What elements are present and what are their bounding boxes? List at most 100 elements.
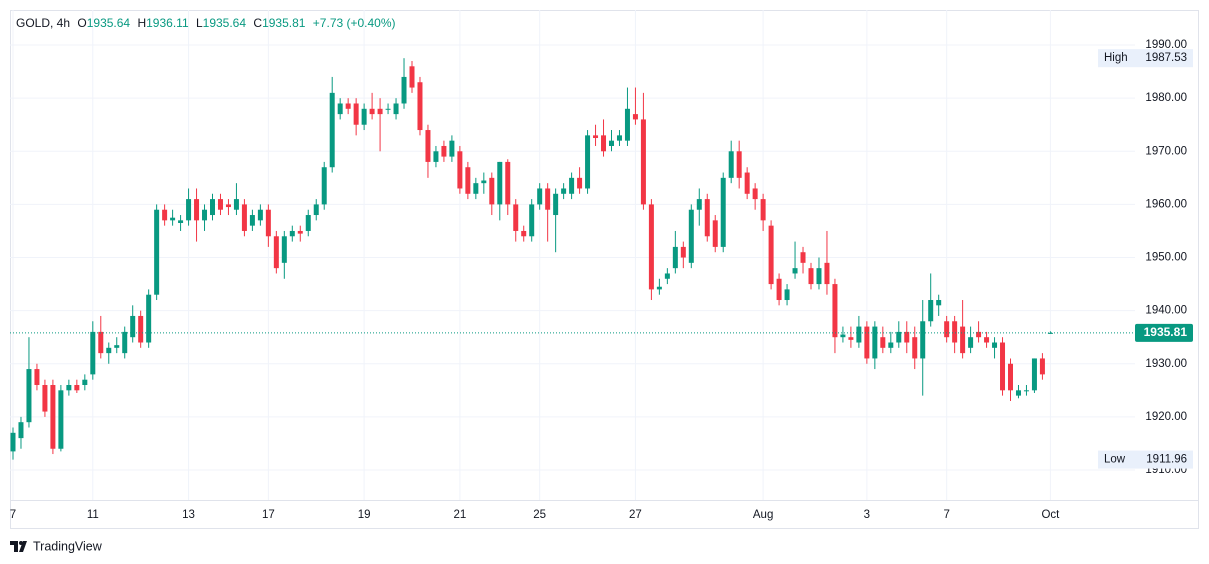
candle-body [42,385,48,412]
candle-body [1047,332,1053,334]
candle-body [225,204,231,208]
candle-body [752,188,758,200]
legend-header: GOLD, 4h O1935.64 H1936.11 L1935.64 C193… [16,16,396,30]
candle-body [936,300,942,306]
x-tick-label: Oct [1041,509,1060,521]
candle-body [106,347,112,354]
candle-body [784,289,790,301]
candle-body [162,209,168,221]
candle-body [992,342,998,348]
candle-body [760,199,766,221]
candle-body [449,140,455,157]
candle-body [872,326,878,359]
x-tick-label: 17 [262,509,275,521]
candle-body [441,145,447,157]
x-tick-label: 19 [358,509,371,521]
candle-body [497,161,503,205]
candle-body [345,103,351,109]
high_marker-name: High [1104,52,1128,64]
candle-body [313,204,319,216]
candle-body [154,209,160,295]
candle-body [632,114,638,120]
candle-body [712,220,718,247]
candles [10,58,1053,460]
candle-body [944,321,950,338]
candle-body [577,177,583,189]
y-tick-label: 1940.00 [1145,305,1187,317]
h-value: 1936.11 [146,16,189,30]
c-label: C [253,16,262,30]
high_marker-box [1098,49,1193,68]
candle-body [553,193,559,216]
candle-body [880,337,886,348]
candle-body [74,385,80,391]
candle-body [864,326,870,359]
candle-body [146,294,152,343]
x-tick-label: 27 [629,509,642,521]
candle-body [672,246,678,269]
candle-body [265,209,271,237]
chart-frame [10,10,1199,529]
candle-body [82,379,88,386]
candle-body [385,108,391,110]
candle-body [776,278,782,301]
candle-body [465,167,471,194]
candle-body [98,331,104,354]
candle-body [952,321,958,343]
candle-body [194,199,200,221]
candle-body [289,230,295,237]
candle-body [601,135,607,152]
brand: TradingView [33,539,103,553]
candle-body [337,103,343,115]
candle-body [976,331,982,338]
x-tick-label: 11 [87,509,99,521]
candle-body [529,204,535,237]
candle-body [1015,390,1021,396]
candle-body [664,273,670,279]
candle-body [241,204,247,231]
candle-body [170,217,176,221]
x-tick-label: Aug [753,509,773,521]
candle-body [824,262,830,285]
high_marker-value: 1987.53 [1145,52,1187,64]
candle-body [896,331,902,343]
candle-body [505,161,511,205]
candle-body [217,199,223,210]
candle-body [186,199,192,221]
candle-body [521,230,527,237]
o-value: 1935.64 [87,16,131,30]
candle-body [34,369,40,386]
candle-body [1008,363,1013,391]
candle-body [122,331,128,354]
x-tick-label: 3 [864,509,870,521]
candle-body [58,390,64,449]
candle-body [18,422,24,439]
x-tick-label: 21 [453,509,466,521]
candle-body [433,151,439,162]
h-label: H [137,16,146,30]
candle-body [457,151,463,189]
candle-body [273,236,279,269]
y-tick-label: 1920.00 [1145,411,1187,423]
candle-body [888,342,894,348]
x-tick-label: 7 [10,509,16,521]
brand-logo [10,541,27,552]
candle-body [569,177,575,194]
candle-body [138,315,144,343]
y-tick-label: 1950.00 [1145,252,1187,264]
o-label: O [77,16,86,30]
candle-body [680,246,686,258]
candle-body [114,345,120,348]
low_marker-value: 1911.96 [1146,454,1187,466]
candle-body [968,337,974,348]
y-tick-label: 1930.00 [1145,358,1187,370]
candle-body [513,204,519,231]
candle-body [856,326,862,343]
candle-body [401,76,407,104]
candle-body [481,180,487,184]
candle-body [305,215,311,231]
candle-body [202,209,208,221]
candle-body [640,119,646,205]
c-value: 1935.81 [262,16,306,30]
